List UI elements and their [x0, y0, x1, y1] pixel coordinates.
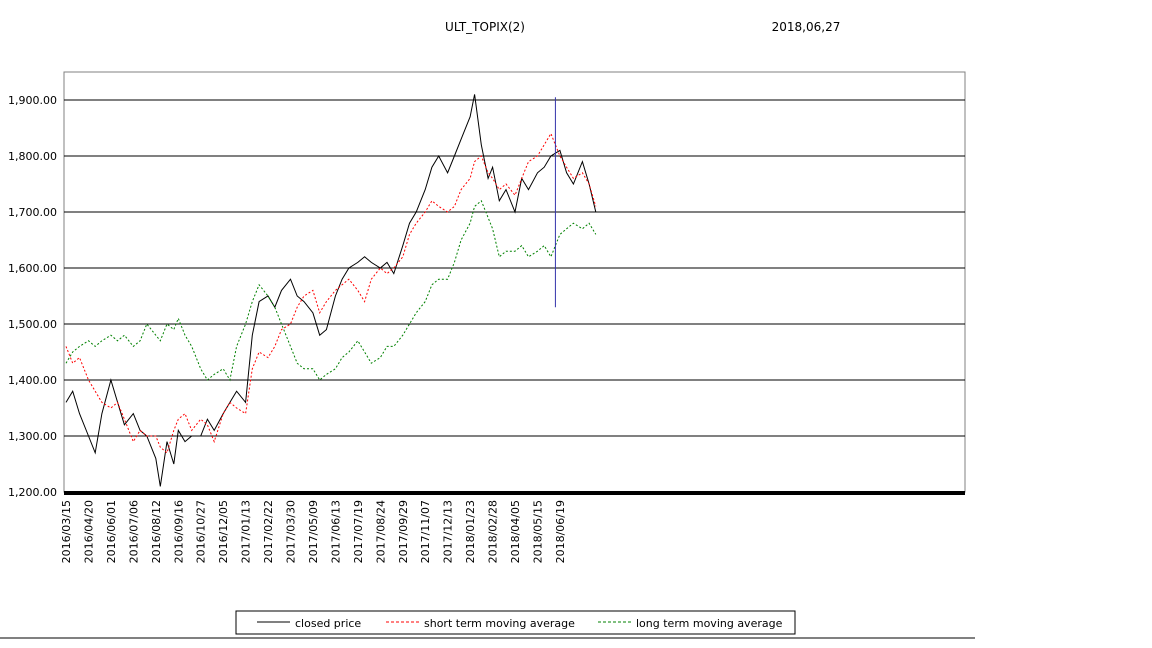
- y-tick-label: 1,600.00: [8, 262, 57, 275]
- x-tick-label: 2016/07/06: [127, 500, 140, 563]
- y-tick-label: 1,400.00: [8, 374, 57, 387]
- x-tick-label: 2016/12/05: [217, 500, 230, 563]
- legend-label-closed-price: closed price: [295, 617, 361, 630]
- x-tick-label: 2017/07/19: [352, 500, 365, 563]
- x-tick-label: 2016/06/01: [105, 500, 118, 563]
- y-tick-label: 1,200.00: [8, 486, 57, 499]
- x-tick-label: 2016/03/15: [60, 500, 73, 563]
- x-tick-label: 2016/08/12: [150, 500, 163, 563]
- legend-label-short-term: short term moving average: [424, 617, 575, 630]
- y-tick-label: 1,900.00: [8, 94, 57, 107]
- x-tick-label: 2018/02/28: [487, 500, 500, 563]
- series-line-0: [65, 94, 597, 487]
- legend-box: [235, 610, 796, 635]
- y-tick-label: 1,700.00: [8, 206, 57, 219]
- series-line-1: [65, 132, 597, 454]
- x-tick-label: 2017/11/07: [419, 500, 432, 563]
- x-tick-label: 2018/05/15: [531, 500, 544, 563]
- legend-label-long-term: long term moving average: [636, 617, 783, 630]
- x-tick-label: 2016/10/27: [195, 500, 208, 563]
- y-axis-ticks: 1,200.00 1,300.00 1,400.00 1,500.00 1,600.00…: [8, 94, 57, 499]
- series-line-2: [65, 199, 597, 382]
- y-tick-label: 1,300.00: [8, 430, 57, 443]
- series-lines: [65, 94, 597, 487]
- x-axis-baseline: [64, 491, 965, 495]
- x-tick-label: 2017/08/24: [374, 500, 387, 563]
- x-tick-label: 2017/12/13: [442, 500, 455, 563]
- x-axis-ticks: 2016/03/15 2016/04/20 2016/06/01 2016/07/06…: [60, 500, 567, 563]
- x-tick-label: 2018/04/05: [509, 500, 522, 563]
- y-tick-label: 1,800.00: [8, 150, 57, 163]
- chart-title: ULT_TOPIX(2): [445, 20, 525, 34]
- x-tick-label: 2017/01/13: [240, 500, 253, 563]
- plot-area: [63, 71, 966, 493]
- legend: closed price short term moving average l…: [235, 610, 796, 635]
- x-tick-label: 2016/09/16: [172, 500, 185, 563]
- x-tick-label: 2016/04/20: [82, 500, 95, 563]
- x-tick-label: 2017/06/13: [329, 500, 342, 563]
- x-tick-label: 2018/06/19: [554, 500, 567, 563]
- x-tick-label: 2017/05/09: [307, 500, 320, 563]
- x-tick-label: 2017/02/22: [262, 500, 275, 563]
- y-tick-label: 1,500.00: [8, 318, 57, 331]
- x-tick-label: 2018/01/23: [464, 500, 477, 563]
- x-tick-label: 2017/09/29: [397, 500, 410, 563]
- chart-date: 2018,06,27: [772, 20, 841, 34]
- x-tick-label: 2017/03/30: [285, 500, 298, 563]
